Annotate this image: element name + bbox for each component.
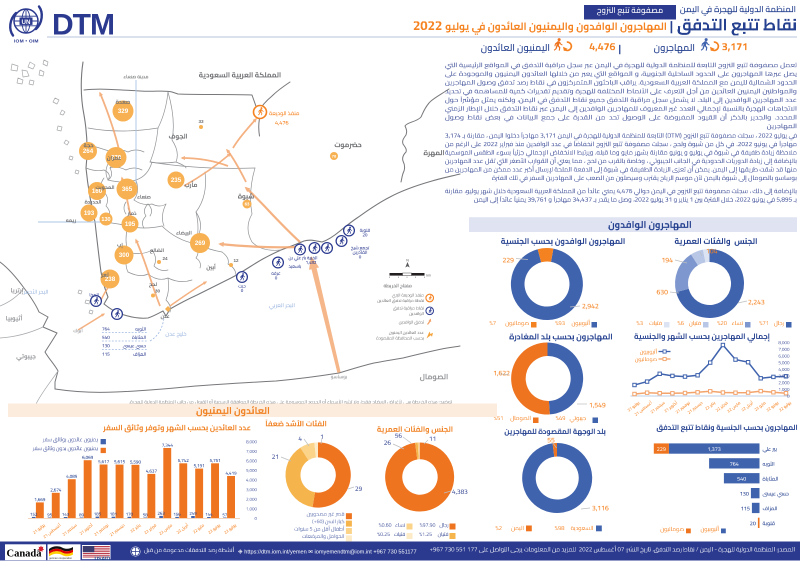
- svg-text:63: 63: [245, 202, 250, 207]
- svg-text:12: 12: [233, 258, 239, 263]
- svg-text:365: 365: [122, 186, 133, 193]
- svg-text:IOM • OIM: IOM • OIM: [14, 39, 39, 45]
- svg-text:UN: UN: [22, 19, 31, 26]
- svg-text:130: 130: [101, 217, 110, 223]
- svg-text:❉ https://dtm.iom.int/yemen ✉: ❉ https://dtm.iom.int/yemen ✉ iomyemendt…: [238, 549, 417, 556]
- svg-text:DTM: DTM: [52, 9, 114, 42]
- svg-text:160: 160: [92, 188, 103, 195]
- svg-text:german cooperation: german cooperation: [49, 556, 73, 560]
- svg-text:370: 370: [111, 155, 122, 162]
- svg-text:235: 235: [171, 177, 182, 184]
- svg-text:78: 78: [332, 153, 337, 158]
- svg-text:Canadä: Canadä: [7, 549, 43, 560]
- svg-text:264: 264: [83, 148, 94, 155]
- svg-text:269: 269: [195, 240, 206, 247]
- svg-text:193: 193: [84, 210, 95, 217]
- svg-text:300: 300: [119, 252, 130, 259]
- svg-text:km: km: [427, 273, 432, 277]
- svg-text:195: 195: [125, 221, 136, 228]
- svg-text:30: 30: [155, 289, 161, 294]
- svg-text:USAID: USAID: [95, 557, 111, 563]
- svg-text:329: 329: [118, 108, 129, 115]
- svg-text:24: 24: [162, 256, 168, 261]
- svg-text:33: 33: [198, 119, 204, 124]
- svg-text:N: N: [406, 259, 409, 263]
- svg-text:238: 238: [105, 276, 116, 283]
